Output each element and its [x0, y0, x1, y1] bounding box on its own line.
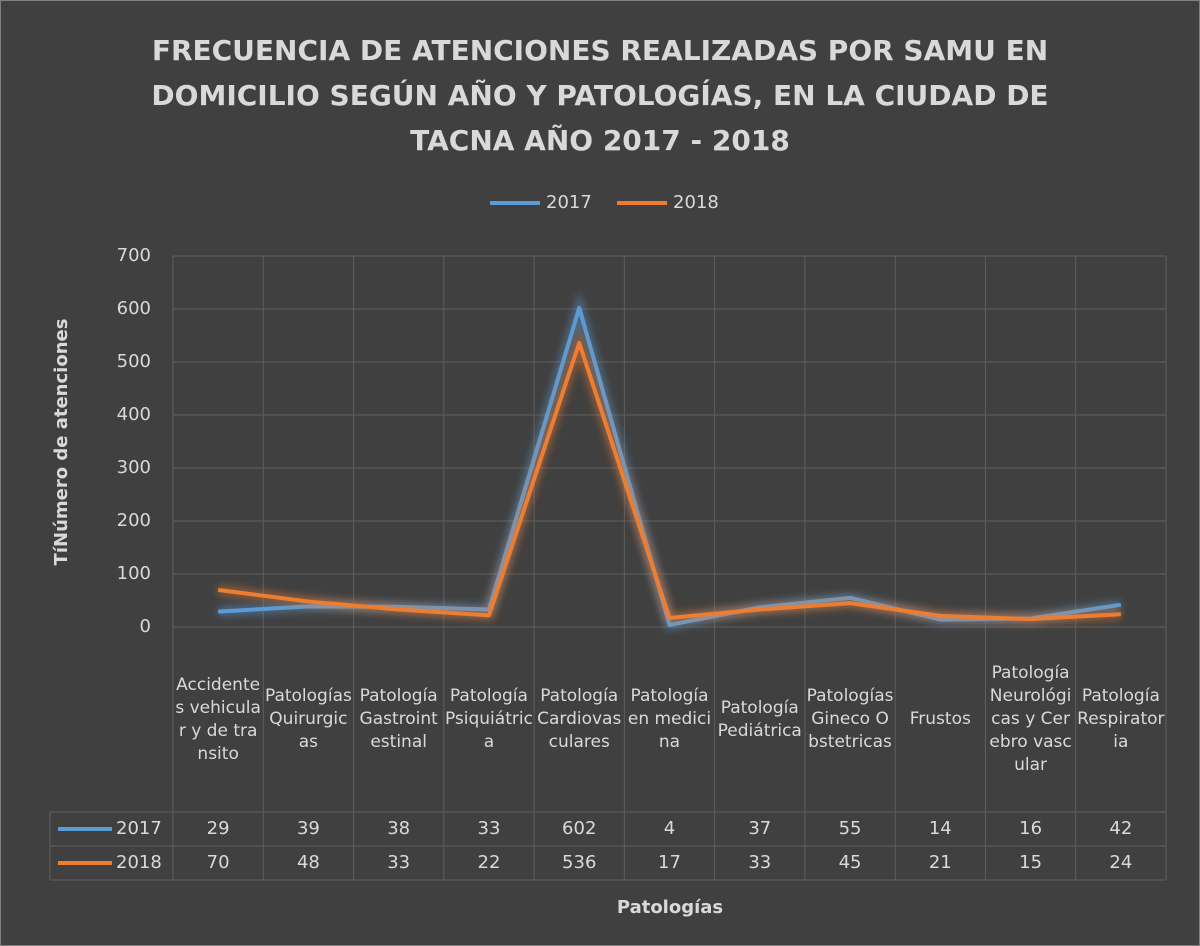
- table-value: 37: [748, 818, 771, 839]
- x-tick-label: Patología Neurológicas y Cerebro vascula…: [989, 663, 1072, 775]
- table-value: 536: [562, 852, 596, 873]
- y-tick-label: 600: [117, 298, 151, 319]
- category-cell: Patología Cardiovasculares: [537, 686, 622, 752]
- y-tick-label: 0: [140, 616, 151, 637]
- category-cell: Patología Respiratoria: [1077, 686, 1165, 752]
- table-value: 39: [297, 818, 320, 839]
- table-value: 42: [1109, 818, 1132, 839]
- y-tick-label: 500: [117, 351, 151, 372]
- y-tick-label: 200: [117, 510, 151, 531]
- table-series-name: 2018: [116, 852, 162, 873]
- table-value: 45: [839, 852, 862, 873]
- table-value: 21: [929, 852, 952, 873]
- x-tick-label: Patología Respiratoria: [1077, 686, 1165, 752]
- table-value: 29: [207, 818, 230, 839]
- table-value: 55: [839, 818, 862, 839]
- title-box: FRECUENCIA DE ATENCIONES REALIZADAS POR …: [151, 34, 1049, 157]
- category-cell: Frustos: [909, 709, 971, 729]
- table-value: 38: [387, 818, 410, 839]
- table-value: 602: [562, 818, 596, 839]
- x-tick-label: Patologías Gineco Obstetricas: [806, 686, 894, 752]
- category-cell: Patología Gastrointestinal: [359, 686, 438, 752]
- category-cell: Accidentes vehicular y de transito: [175, 674, 261, 764]
- table-value: 17: [658, 852, 681, 873]
- y-tick-label: 300: [117, 457, 151, 478]
- table-value: 16: [1019, 818, 1042, 839]
- y-axis-title: TíNúmero de atenciones: [51, 319, 72, 566]
- table-value: 33: [478, 818, 501, 839]
- y-tick-label: 400: [117, 404, 151, 425]
- x-tick-label: Patologías Quirurgicas: [264, 686, 352, 752]
- category-cell: Patología Neurológicas y Cerebro vascula…: [989, 663, 1072, 775]
- y-tick-label: 100: [117, 563, 151, 584]
- table-value: 33: [748, 852, 771, 873]
- legend-label: 2017: [546, 192, 592, 213]
- table-value: 22: [478, 852, 501, 873]
- x-tick-label: Patología Psiquiátrica: [444, 686, 533, 752]
- series-line: [217, 340, 1121, 622]
- category-cell: Patología Pediátrica: [717, 697, 802, 741]
- table-value: 24: [1109, 852, 1132, 873]
- x-tick-label: Patología Gastrointestinal: [359, 686, 438, 752]
- table-series-name: 2017: [116, 818, 162, 839]
- category-cell: Patologías Gineco Obstetricas: [806, 686, 894, 752]
- category-cell: Patología en medicina: [627, 686, 712, 752]
- table-value: 48: [297, 852, 320, 873]
- x-tick-label: Frustos: [909, 709, 971, 729]
- chart-title: FRECUENCIA DE ATENCIONES REALIZADAS POR …: [151, 34, 1049, 157]
- y-tick-label: 700: [117, 245, 151, 266]
- x-tick-label: Accidentes vehicular y de transito: [175, 674, 261, 764]
- category-cell: Patología Psiquiátrica: [444, 686, 533, 752]
- x-tick-label: Patología en medicina: [627, 686, 712, 752]
- x-tick-label: Patología Pediátrica: [717, 697, 802, 741]
- table-value: 33: [387, 852, 410, 873]
- x-axis-title: Patologías: [617, 897, 723, 918]
- legend-label: 2018: [673, 192, 719, 213]
- table-value: 15: [1019, 852, 1042, 873]
- table-value: 4: [664, 818, 675, 839]
- category-cell: Patologías Quirurgicas: [264, 686, 352, 752]
- x-tick-label: Patología Cardiovasculares: [537, 686, 622, 752]
- table-value: 70: [207, 852, 230, 873]
- table-value: 14: [929, 818, 952, 839]
